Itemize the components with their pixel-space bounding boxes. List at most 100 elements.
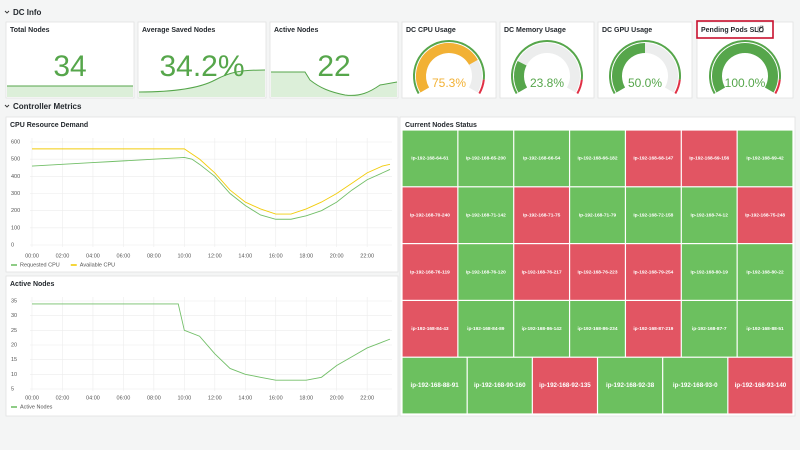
x-tick-label: 20:00	[330, 253, 344, 259]
y-tick-label: 500	[11, 157, 20, 163]
x-tick-label: 22:00	[360, 253, 374, 259]
data-line	[32, 303, 391, 381]
node-cell	[514, 187, 569, 243]
y-tick-label: 5	[11, 386, 14, 392]
node-label: ip-192-168-76-217	[522, 269, 562, 275]
node-cell	[681, 187, 737, 243]
gauge-threshold	[511, 40, 583, 94]
y-tick-label: 300	[11, 191, 20, 197]
x-tick-label: 20:00	[330, 395, 344, 401]
y-tick-label: 600	[11, 139, 20, 145]
sparkline	[7, 86, 133, 97]
node-cell	[402, 187, 458, 243]
node-cell	[514, 130, 569, 187]
gauge-label: 75.3%	[432, 76, 466, 90]
gauge-threshold	[478, 79, 485, 94]
node-cell	[663, 357, 728, 414]
node-cell	[514, 244, 569, 300]
node-cell	[681, 301, 737, 357]
legend-label: Active Nodes	[20, 404, 53, 410]
section-title[interactable]: DC Info	[13, 8, 42, 17]
node-label: ip-192-168-68-147	[633, 156, 673, 162]
node-label: ip-192-168-84-89	[467, 326, 505, 332]
x-tick-label: 18:00	[299, 395, 313, 401]
node-label: ip-192-168-80-22	[746, 269, 784, 275]
gauge-threshold	[609, 40, 681, 94]
node-label: ip-192-168-92-135	[539, 382, 591, 389]
gauge-value	[514, 60, 528, 93]
data-line	[32, 148, 391, 215]
external-link-icon[interactable]	[757, 25, 764, 33]
node-cell	[626, 187, 681, 243]
node-label: ip-192-168-79-254	[633, 269, 673, 275]
node-cell	[737, 130, 793, 187]
y-tick-label: 0	[11, 242, 14, 248]
legend-label: Available CPU	[80, 262, 115, 268]
node-label: ip-192-168-86-234	[578, 326, 618, 332]
chevron[interactable]	[4, 104, 10, 108]
panel-title: DC CPU Usage	[406, 27, 456, 34]
x-tick-label: 04:00	[86, 253, 100, 259]
y-tick-label: 400	[11, 174, 20, 180]
node-label: ip-192-168-93-140	[735, 382, 787, 389]
node-cell	[458, 244, 514, 300]
y-tick-label: 30	[11, 313, 17, 319]
sparkline	[271, 72, 397, 97]
node-cell	[737, 187, 793, 243]
stat-panel	[5, 21, 135, 99]
node-cell	[570, 130, 625, 187]
chevron[interactable]	[4, 10, 10, 14]
node-cell	[514, 301, 569, 357]
gauge-threshold	[576, 79, 583, 94]
gauge-threshold	[674, 79, 681, 94]
panel-title: DC Memory Usage	[504, 27, 566, 34]
gauge-label: 100.0%	[725, 76, 766, 90]
gauge-label: 23.8%	[530, 76, 564, 90]
sparkline	[138, 69, 266, 93]
gauge-value	[612, 43, 646, 93]
node-cell	[402, 357, 467, 414]
sparkline	[271, 71, 398, 96]
node-cell	[467, 357, 532, 414]
stat-value: 34.2%	[159, 50, 244, 83]
node-cell	[402, 301, 458, 357]
data-line	[31, 156, 391, 220]
panel-title: Active Nodes	[274, 27, 318, 34]
x-tick-label: 16:00	[269, 253, 283, 259]
node-cell	[598, 357, 663, 414]
panel-title: Active Nodes	[10, 281, 54, 288]
node-label: ip-192-168-88-91	[411, 382, 460, 389]
x-tick-label: 18:00	[299, 253, 313, 259]
gauge-threshold	[774, 79, 781, 94]
section-title[interactable]: Controller Metrics	[13, 102, 82, 111]
panel-title: Average Saved Nodes	[142, 27, 215, 34]
panel-title: DC GPU Usage	[602, 27, 652, 34]
panel-title: CPU Resource Demand	[10, 122, 88, 129]
node-label: ip-192-168-65-200	[466, 156, 506, 162]
node-cell	[458, 301, 514, 357]
node-label: ip-192-168-64-61	[411, 156, 449, 162]
x-tick-label: 08:00	[147, 395, 161, 401]
node-label: ip-192-168-76-223	[578, 269, 618, 275]
chart-panel	[5, 275, 399, 417]
node-cell	[626, 301, 681, 357]
x-tick-label: 04:00	[86, 395, 100, 401]
node-cell	[728, 357, 793, 414]
node-label: ip-192-168-66-182	[578, 156, 618, 162]
node-cell	[681, 244, 737, 300]
node-label: ip-192-168-71-142	[466, 212, 506, 218]
node-cell	[570, 244, 625, 300]
node-cell	[737, 244, 793, 300]
node-cell	[737, 301, 793, 357]
x-tick-label: 10:00	[177, 253, 191, 259]
x-tick-label: 14:00	[238, 253, 252, 259]
node-label: ip-192-168-71-79	[579, 212, 617, 218]
node-label: ip-192-168-90-160	[474, 382, 526, 389]
gauge-value	[416, 43, 478, 93]
node-cell	[532, 357, 597, 414]
node-cell	[570, 301, 625, 357]
x-tick-label: 02:00	[56, 395, 70, 401]
x-tick-label: 02:00	[56, 253, 70, 259]
x-tick-label: 06:00	[117, 253, 131, 259]
node-label: ip-192-168-66-54	[523, 156, 561, 162]
